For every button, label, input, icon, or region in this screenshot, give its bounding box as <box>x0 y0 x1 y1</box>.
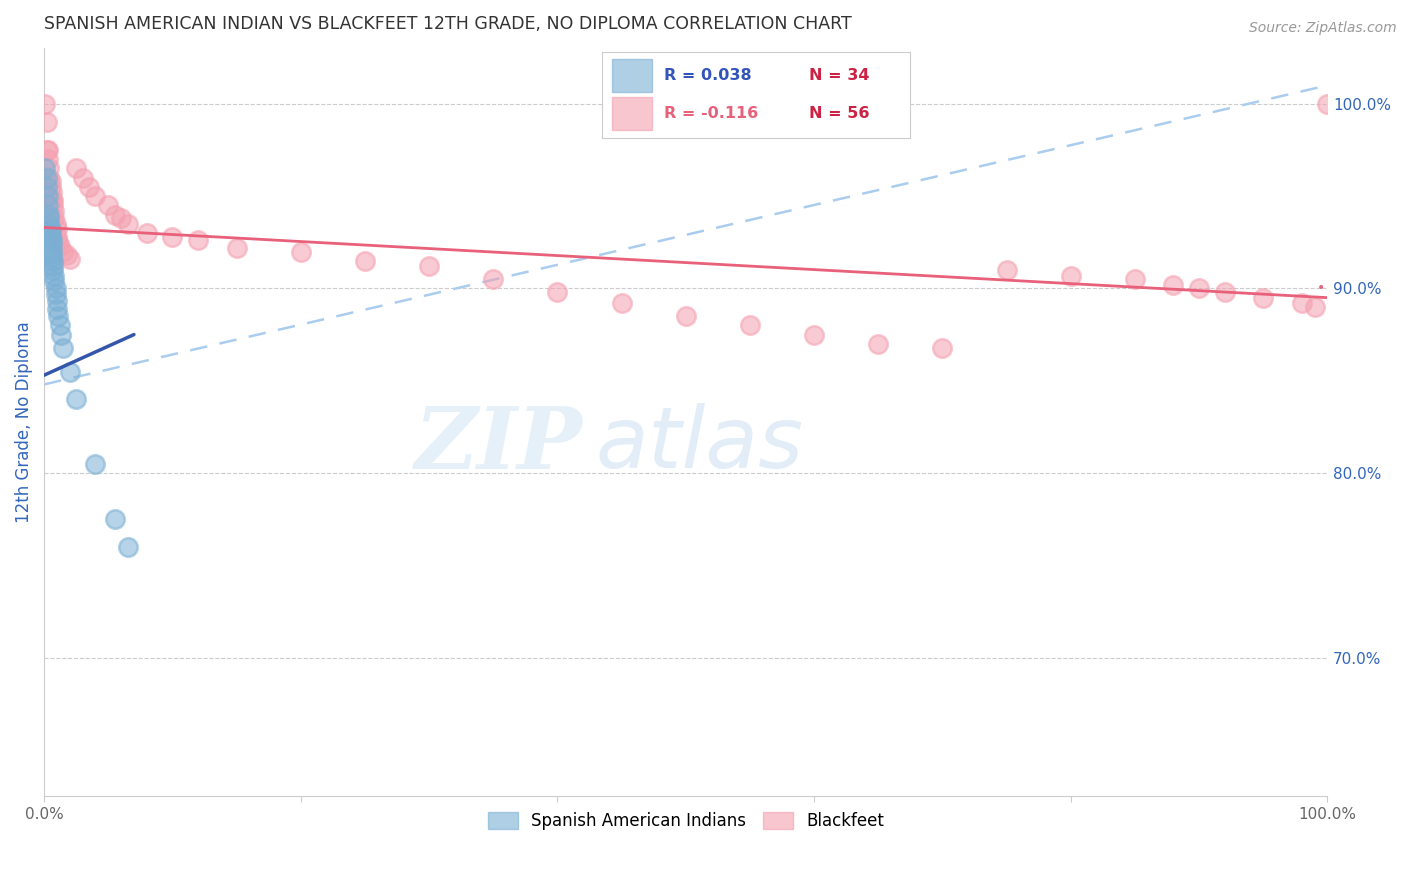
Point <box>38 211 60 226</box>
Point <box>41 193 63 207</box>
Point <box>42 260 65 274</box>
Text: SPANISH AMERICAN INDIAN VS BLACKFEET 12TH GRADE, NO DIPLOMA CORRELATION CHART: SPANISH AMERICAN INDIAN VS BLACKFEET 12T… <box>44 15 852 33</box>
Point <box>104 208 127 222</box>
Point <box>52 341 75 355</box>
Text: Source: ZipAtlas.com: Source: ZipAtlas.com <box>1249 21 1396 35</box>
Point <box>41 243 63 257</box>
Point <box>162 229 184 244</box>
Point <box>290 244 312 259</box>
Point <box>42 263 65 277</box>
Point <box>52 244 75 259</box>
Point <box>187 234 209 248</box>
Point <box>39 180 62 194</box>
Point <box>117 217 139 231</box>
Point <box>77 180 100 194</box>
Point <box>39 222 62 236</box>
Y-axis label: 12th Grade, No Diploma: 12th Grade, No Diploma <box>15 321 32 523</box>
Point <box>39 174 62 188</box>
Point <box>35 143 58 157</box>
Point <box>65 392 87 407</box>
Point <box>35 115 58 129</box>
Point <box>38 208 60 222</box>
Point <box>803 327 825 342</box>
Point <box>135 226 157 240</box>
Point <box>34 96 56 111</box>
Point <box>44 268 66 283</box>
Point <box>44 211 66 226</box>
Point <box>65 161 87 176</box>
Point <box>110 211 132 226</box>
Point <box>675 309 697 323</box>
Point <box>41 237 63 252</box>
Point <box>37 189 59 203</box>
Point <box>45 217 67 231</box>
Text: •: • <box>1316 282 1324 295</box>
Point <box>546 285 568 299</box>
Point <box>104 512 127 526</box>
Point <box>42 253 65 268</box>
Point <box>41 250 63 264</box>
Point <box>97 198 120 212</box>
Point <box>45 287 67 301</box>
Point <box>354 253 377 268</box>
Point <box>42 193 65 207</box>
Point <box>482 272 505 286</box>
Point <box>84 189 107 203</box>
Point <box>41 186 63 200</box>
Point <box>44 203 66 218</box>
Point <box>1291 296 1313 310</box>
Point <box>46 301 69 316</box>
Text: atlas: atlas <box>596 403 804 486</box>
Point <box>35 170 58 185</box>
Point <box>1251 291 1274 305</box>
Point <box>59 252 82 266</box>
Point <box>38 161 60 176</box>
Point <box>37 198 59 212</box>
Point <box>225 241 247 255</box>
Point <box>610 296 633 310</box>
Point <box>44 274 66 288</box>
Point <box>1060 268 1083 283</box>
Point <box>48 239 70 253</box>
Legend: Spanish American Indians, Blackfeet: Spanish American Indians, Blackfeet <box>481 805 890 837</box>
Point <box>35 180 58 194</box>
Point <box>418 260 440 274</box>
Point <box>37 152 59 166</box>
Point <box>39 226 62 240</box>
Point <box>1213 285 1236 299</box>
Point <box>56 248 79 262</box>
Point <box>46 235 69 250</box>
Point <box>34 161 56 176</box>
Point <box>1163 277 1185 292</box>
Point <box>1188 281 1211 295</box>
Point <box>995 263 1018 277</box>
Point <box>49 327 72 342</box>
Point <box>37 143 59 157</box>
Point <box>41 234 63 248</box>
Point <box>59 364 82 378</box>
Point <box>46 222 69 236</box>
Point <box>38 217 60 231</box>
Point <box>72 170 94 185</box>
Point <box>931 341 953 355</box>
Point <box>46 309 69 323</box>
Point <box>1316 96 1339 111</box>
Point <box>38 170 60 185</box>
Point <box>117 540 139 554</box>
Point <box>48 318 70 333</box>
Point <box>46 294 69 309</box>
Point <box>738 318 761 333</box>
Point <box>1123 272 1146 286</box>
Point <box>42 198 65 212</box>
Point <box>868 336 890 351</box>
Point <box>46 229 69 244</box>
Point <box>39 229 62 244</box>
Point <box>45 281 67 295</box>
Point <box>84 457 107 471</box>
Text: ZIP: ZIP <box>415 403 583 486</box>
Point <box>41 246 63 260</box>
Point <box>1303 300 1326 314</box>
